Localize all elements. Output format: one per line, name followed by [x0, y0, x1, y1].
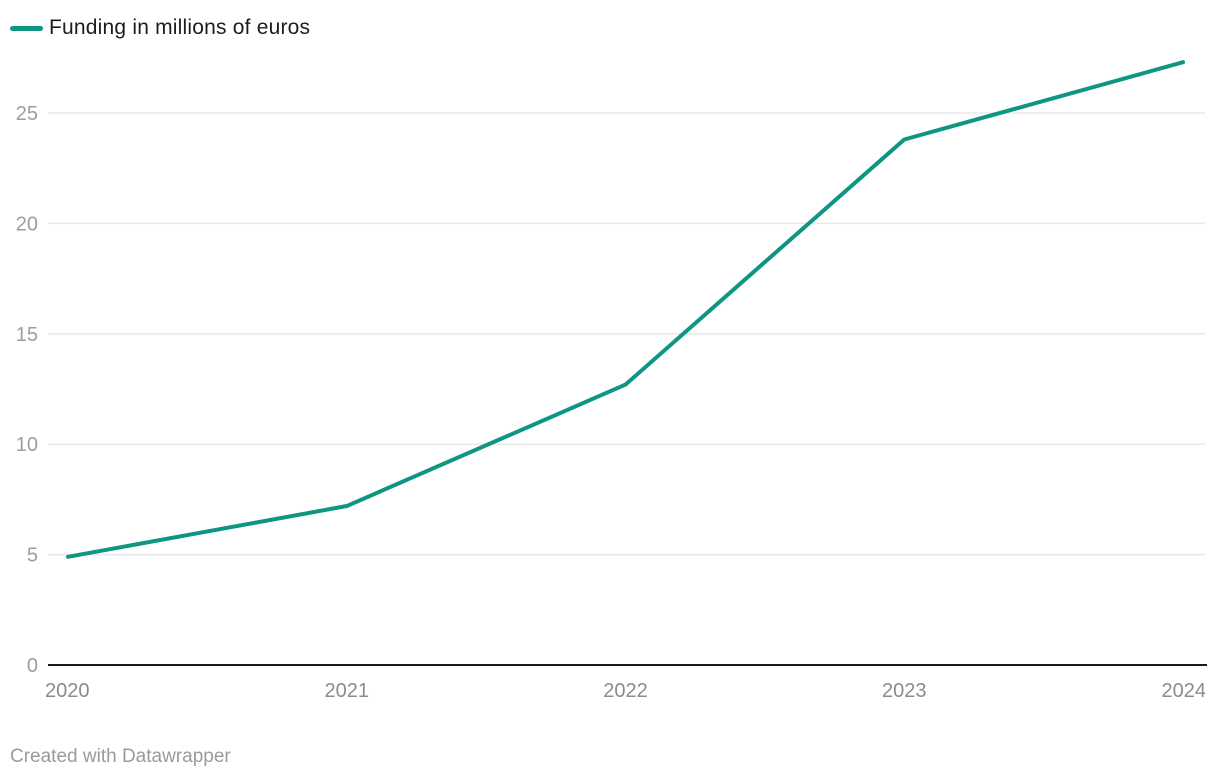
legend-line-swatch	[10, 25, 43, 31]
y-tick-label: 15	[16, 324, 38, 346]
datawrapper-credit: Created with Datawrapper	[10, 746, 231, 767]
x-tick-label: 2022	[603, 680, 648, 702]
funding-line-chart: 0 5 10 15 20 25 2020 2021 2022 2023 2024	[16, 60, 1207, 702]
y-tick-label: 20	[16, 213, 38, 235]
y-tick-label: 25	[16, 103, 38, 125]
legend-label: Funding in millions of euros	[49, 16, 311, 39]
legend: Funding in millions of euros	[10, 16, 310, 40]
x-tick-label: 2020	[45, 680, 90, 702]
x-tick-label: 2023	[882, 680, 927, 702]
x-tick-label: 2021	[325, 680, 370, 702]
data-line	[66, 60, 1185, 559]
x-tick-label: 2024	[1162, 680, 1207, 702]
y-tick-label: 5	[27, 545, 38, 567]
y-tick-label: 10	[16, 434, 38, 456]
y-tick-label: 0	[27, 655, 38, 677]
